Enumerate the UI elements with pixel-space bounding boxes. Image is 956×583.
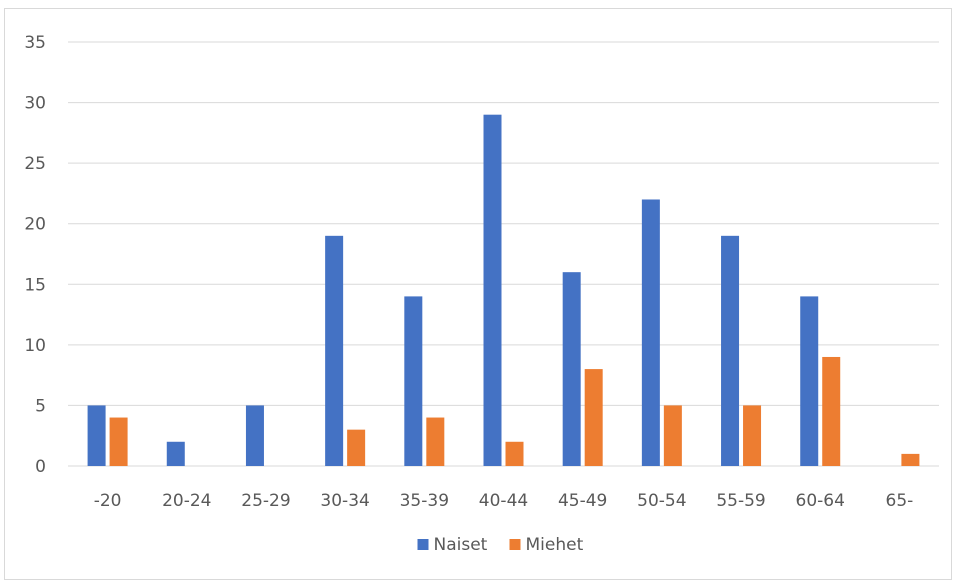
- x-tick-label: 30-34: [320, 491, 369, 511]
- bar-naiset-20-24: [167, 442, 185, 466]
- bar-miehet-60-64: [822, 357, 840, 466]
- bar-naiset-60-64: [800, 296, 818, 466]
- bar-naiset-45-49: [563, 272, 581, 466]
- x-tick-label: 20-24: [162, 491, 211, 511]
- y-tick-label: 25: [24, 154, 46, 174]
- bar-miehet-55-59: [743, 405, 761, 466]
- legend-label-naiset: Naiset: [434, 535, 488, 555]
- x-tick-label: 50-54: [637, 491, 686, 511]
- bar-miehet-30-34: [347, 430, 365, 466]
- bar-miehet-35-39: [426, 418, 444, 466]
- y-tick-label: 20: [24, 215, 46, 235]
- legend: Naiset Miehet: [418, 535, 584, 555]
- legend-swatch-miehet: [510, 539, 521, 550]
- x-tick-label: 60-64: [796, 491, 845, 511]
- bar-naiset-55-59: [721, 236, 739, 466]
- bar-naiset-40-44: [484, 115, 502, 466]
- x-tick-label: -20: [94, 491, 122, 511]
- x-tick-label: 35-39: [400, 491, 449, 511]
- x-tick-label: 65-: [886, 491, 914, 511]
- y-tick-label: 0: [35, 457, 46, 477]
- y-tick-label: 30: [24, 94, 46, 114]
- y-tick-label: 10: [24, 336, 46, 356]
- y-axis-ticks: 0 5 10 15 20 25 30 35: [24, 33, 46, 477]
- bar-miehet--20: [110, 418, 128, 466]
- bar-naiset-35-39: [404, 296, 422, 466]
- x-tick-label: 40-44: [479, 491, 528, 511]
- bar-naiset-25-29: [246, 405, 264, 466]
- x-tick-label: 25-29: [241, 491, 290, 511]
- y-tick-label: 5: [35, 396, 46, 416]
- legend-swatch-naiset: [418, 539, 429, 550]
- legend-label-miehet: Miehet: [526, 535, 584, 555]
- bars: [88, 115, 920, 466]
- bar-miehet-45-49: [585, 369, 603, 466]
- x-tick-label: 45-49: [558, 491, 607, 511]
- bar-miehet-40-44: [506, 442, 524, 466]
- y-tick-label: 35: [24, 33, 46, 53]
- x-axis-ticks: -20 20-24 25-29 30-34 35-39 40-44 45-49 50-54 55…: [94, 491, 914, 511]
- bar-miehet-65-: [901, 454, 919, 466]
- bar-naiset--20: [88, 405, 106, 466]
- bar-naiset-50-54: [642, 199, 660, 466]
- y-tick-label: 15: [24, 275, 46, 295]
- x-tick-label: 55-59: [716, 491, 765, 511]
- bar-miehet-50-54: [664, 405, 682, 466]
- bar-naiset-30-34: [325, 236, 343, 466]
